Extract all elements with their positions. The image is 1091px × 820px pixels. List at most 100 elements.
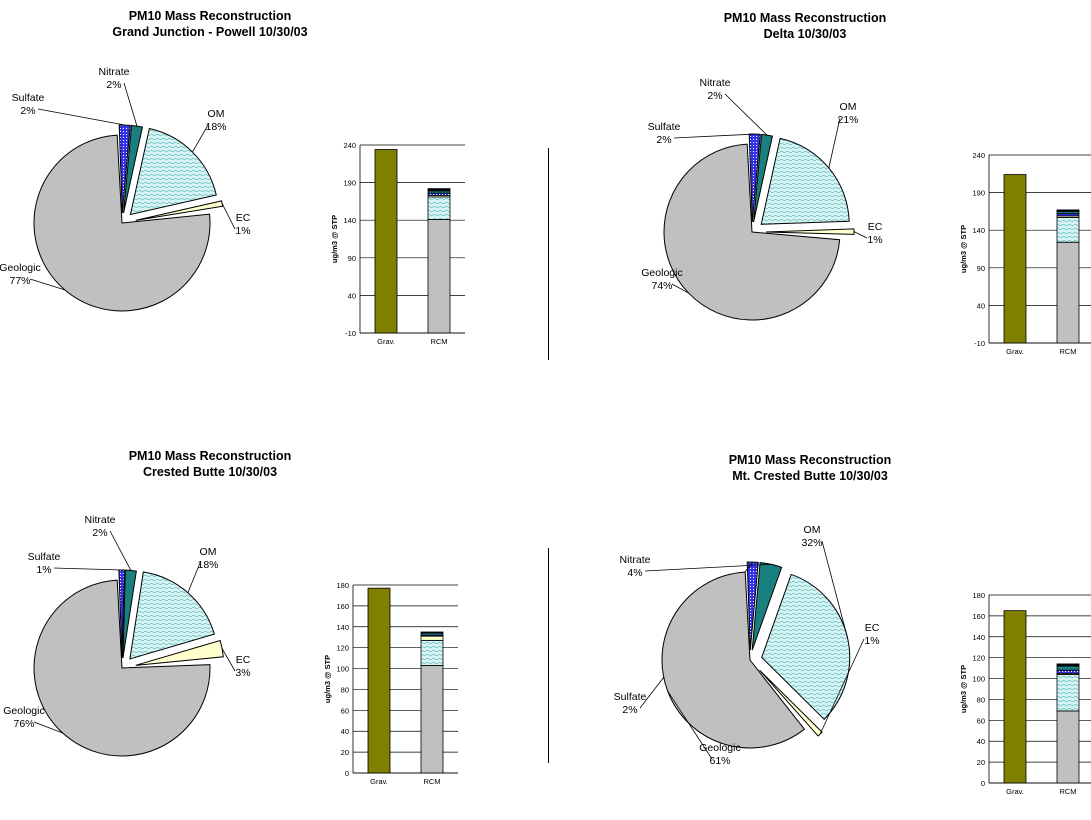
chart-title-1: PM10 Mass Reconstruction Grand Junction … bbox=[20, 8, 400, 40]
chart-title-3: PM10 Mass Reconstruction Crested Butte 1… bbox=[60, 448, 360, 480]
pie-label-ec: EC bbox=[868, 221, 883, 233]
bar-rcm-other bbox=[1056, 209, 1080, 212]
pie-slice-nitrate bbox=[753, 133, 774, 223]
pie-label-geologic: Geologic bbox=[641, 267, 682, 279]
pie-percent-om: 21% bbox=[837, 114, 858, 126]
pie-leader-om bbox=[828, 117, 841, 169]
x-tick-label-grav-: Grav. bbox=[370, 777, 388, 786]
pie-percent-geologic: 76% bbox=[13, 718, 34, 730]
pie-label-om: OM bbox=[804, 524, 821, 536]
pie-leader-ec bbox=[819, 638, 865, 735]
pie-leader-sulfate bbox=[37, 108, 125, 126]
pie-percent-nitrate: 2% bbox=[707, 90, 722, 102]
chart-title-1-line2: Grand Junction - Powell 10/30/03 bbox=[112, 25, 308, 39]
pie-leader-sulfate bbox=[673, 133, 755, 139]
pie-percent-geologic: 74% bbox=[651, 280, 672, 292]
pie-percent-sulfate: 2% bbox=[20, 105, 35, 117]
chart-title-1-line1: PM10 Mass Reconstruction bbox=[128, 9, 292, 23]
divider-top bbox=[548, 148, 549, 360]
pie-label-sulfate: Sulfate bbox=[614, 691, 647, 703]
pie-label-geologic: Geologic bbox=[0, 262, 41, 274]
pie-slice-sulfate bbox=[118, 124, 131, 214]
pie-leader-geologic bbox=[33, 721, 63, 734]
pie-percent-nitrate: 2% bbox=[106, 79, 121, 91]
chart-title-4: PM10 Mass Reconstruction Mt. Crested But… bbox=[660, 452, 960, 484]
chart-title-2: PM10 Mass Reconstruction Delta 10/30/03 bbox=[655, 10, 955, 42]
chart-title-2-line1: PM10 Mass Reconstruction bbox=[723, 11, 887, 25]
bar-grav bbox=[374, 149, 398, 334]
pie-percent-sulfate: 1% bbox=[36, 564, 51, 576]
y-tick-label: 100 bbox=[972, 675, 985, 684]
pie-slice-sulfate bbox=[746, 561, 759, 651]
y-tick-label: 240 bbox=[972, 151, 985, 160]
y-tick-label: 160 bbox=[972, 612, 985, 621]
chart-title-3-line1: PM10 Mass Reconstruction bbox=[128, 449, 292, 463]
pie-label-ec: EC bbox=[236, 654, 251, 666]
chart-title-3-line2: Crested Butte 10/30/03 bbox=[142, 465, 278, 479]
x-tick-label-rcm: RCM bbox=[430, 337, 447, 346]
bar-rcm-nitrate bbox=[1056, 665, 1080, 671]
pie-label-sulfate: Sulfate bbox=[648, 121, 681, 133]
bar-chart-4: 0 20 40 60 80 100 120 140 160 180 ug/m3 @ STP Grav.… bbox=[959, 591, 1091, 796]
chart-title-2-line2: Delta 10/30/03 bbox=[763, 27, 847, 41]
y-tick-label: 60 bbox=[977, 716, 985, 725]
bar-rcm-ec bbox=[420, 635, 444, 641]
pie-label-nitrate: Nitrate bbox=[700, 77, 731, 89]
pie-label-sulfate: Sulfate bbox=[28, 551, 61, 563]
pie-leader-ec bbox=[221, 648, 236, 672]
y-tick-label: 40 bbox=[348, 291, 356, 300]
y-tick-label: 80 bbox=[977, 695, 985, 704]
chart-title-4-line1: PM10 Mass Reconstruction bbox=[728, 453, 892, 467]
y-tick-label: 180 bbox=[972, 591, 985, 600]
pie-slice-om bbox=[760, 137, 850, 225]
pie-percent-sulfate: 2% bbox=[656, 134, 671, 146]
pie-label-om: OM bbox=[840, 101, 857, 113]
pie-percent-ec: 3% bbox=[235, 667, 250, 679]
x-tick-label-rcm: RCM bbox=[1059, 347, 1076, 356]
y-tick-label: 40 bbox=[977, 301, 985, 310]
pie-slice-ec bbox=[135, 639, 224, 666]
pie-percent-om: 18% bbox=[197, 559, 218, 571]
pie-label-ec: EC bbox=[236, 212, 251, 224]
y-tick-label: 40 bbox=[977, 737, 985, 746]
pie-leader-nitrate bbox=[644, 563, 772, 572]
bar-chart-2: -10 40 90 140 190 240 ug/m3 @ STP Grav. RCM bbox=[959, 151, 1091, 356]
bar-rcm-om bbox=[1056, 673, 1080, 712]
pie-slice-ec bbox=[765, 228, 855, 235]
bar-rcm-geologic bbox=[420, 665, 444, 774]
pie-leader-geologic bbox=[671, 283, 689, 294]
divider-bottom bbox=[548, 548, 549, 763]
y-tick-label: 20 bbox=[977, 758, 985, 767]
y-tick-label: 120 bbox=[336, 644, 349, 653]
y-tick-label: 180 bbox=[336, 581, 349, 590]
pie-percent-nitrate: 2% bbox=[92, 527, 107, 539]
pie-label-om: OM bbox=[200, 546, 217, 558]
y-tick-label: -10 bbox=[974, 339, 985, 348]
bar-chart-3: 0 20 40 60 80 100 120 140 160 180 ug/m3 @ STP Grav.… bbox=[323, 581, 458, 786]
pie-percent-geologic: 61% bbox=[709, 755, 730, 767]
pie-label-om: OM bbox=[208, 108, 225, 120]
pie-leader-nitrate bbox=[109, 530, 132, 571]
pie-percent-sulfate: 2% bbox=[622, 704, 637, 716]
bar-grav bbox=[1003, 610, 1027, 784]
pie-leader-ec bbox=[221, 203, 236, 230]
pie-label-nitrate: Nitrate bbox=[99, 66, 130, 78]
y-tick-label: 190 bbox=[343, 179, 356, 188]
y-tick-label: 20 bbox=[341, 748, 349, 757]
pie-percent-om: 18% bbox=[205, 121, 226, 133]
bar-rcm-om bbox=[427, 196, 451, 220]
pie-percent-nitrate: 4% bbox=[627, 567, 642, 579]
y-tick-label: 140 bbox=[336, 623, 349, 632]
y-tick-label: 40 bbox=[341, 727, 349, 736]
bar-rcm-geologic bbox=[427, 219, 451, 334]
pie-leader-sulfate bbox=[53, 567, 122, 571]
pie-percent-om: 32% bbox=[801, 537, 822, 549]
bar-rcm-other bbox=[427, 188, 451, 192]
y-tick-label: 80 bbox=[341, 685, 349, 694]
y-tick-label: 140 bbox=[972, 226, 985, 235]
chart-title-4-line2: Mt. Crested Butte 10/30/03 bbox=[732, 469, 888, 483]
pie-leader-geologic bbox=[29, 278, 65, 291]
